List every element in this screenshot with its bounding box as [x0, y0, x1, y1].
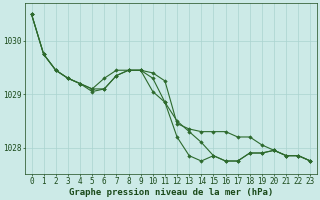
- X-axis label: Graphe pression niveau de la mer (hPa): Graphe pression niveau de la mer (hPa): [69, 188, 273, 197]
